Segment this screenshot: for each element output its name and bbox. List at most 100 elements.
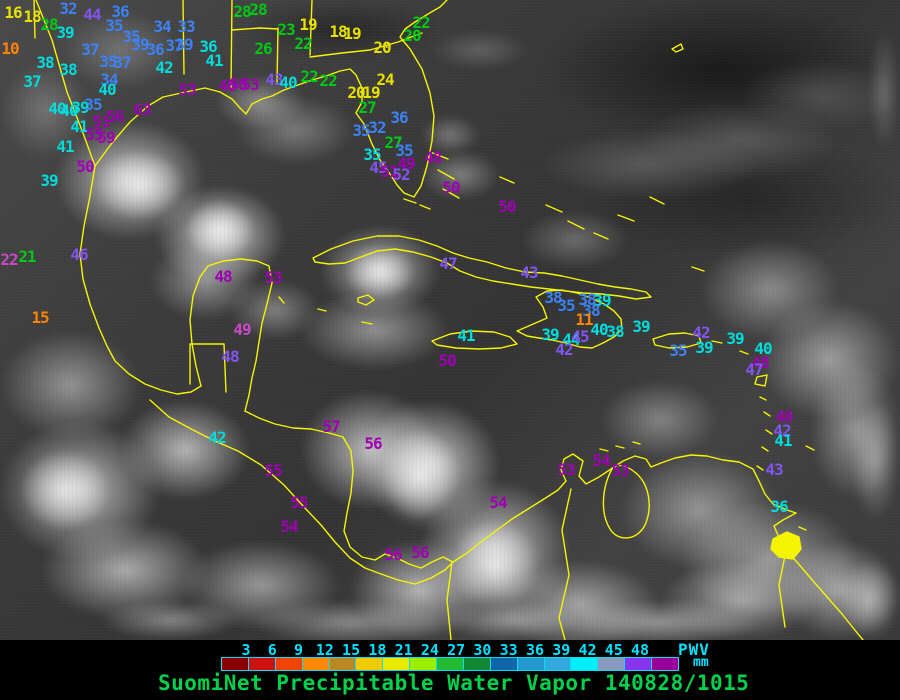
station-pwv-label: 53 — [241, 75, 259, 94]
station-pwv-label: 36 — [390, 108, 408, 127]
station-pwv-label: 28 — [40, 15, 58, 34]
cloud-blob — [430, 30, 530, 70]
colorbar-swatch — [463, 658, 490, 670]
cloud-blob — [420, 150, 500, 200]
station-pwv-label: 53 — [178, 80, 196, 99]
station-pwv-label: 16 — [4, 3, 22, 22]
station-pwv-label: 50 — [229, 75, 247, 94]
station-pwv-label: 48 — [221, 347, 239, 366]
station-pwv-label: 39 — [40, 171, 58, 190]
station-pwv-label: 22 — [0, 250, 18, 269]
station-pwv-label: 38 — [36, 53, 54, 72]
station-pwv-label: 39 — [726, 329, 744, 348]
colorbar-tick-label: 30 — [473, 641, 492, 659]
station-pwv-label: 19 — [299, 15, 317, 34]
colorbar-tick-label: 21 — [394, 641, 413, 659]
coastline-puerto-rico — [652, 332, 702, 349]
caption: SuomiNet Precipitable Water Vapor 140828… — [158, 671, 750, 695]
colorbar-tick-label: 36 — [525, 641, 544, 659]
station-pwv-label: 35 — [99, 52, 117, 71]
station-pwv-label: 23 — [277, 20, 295, 39]
colorbar-tick-label: 24 — [420, 641, 439, 659]
station-pwv-label: 57 — [322, 417, 340, 436]
cloud-blob — [810, 360, 900, 500]
station-pwv-label: 50 — [498, 197, 516, 216]
dark-cloud-free-region — [240, 0, 440, 60]
station-pwv-label: 43 — [765, 460, 783, 479]
colorbar-tick-label: 6 — [267, 641, 277, 659]
station-pwv-label: 53 — [557, 460, 575, 479]
station-pwv-label: 40 — [98, 80, 116, 99]
station-pwv-label: 18 — [23, 7, 41, 26]
station-pwv-label: 19 — [343, 24, 361, 43]
station-pwv-label: 51 — [380, 162, 398, 181]
station-pwv-label: 45 — [369, 158, 387, 177]
station-pwv-label: 36 — [111, 2, 129, 21]
station-pwv-label: 48 — [424, 148, 442, 167]
station-pwv-label: 50 — [438, 351, 456, 370]
colorbar-swatch — [652, 658, 678, 670]
colorbar-swatch — [248, 658, 275, 670]
station-pwv-label: 39 — [632, 317, 650, 336]
station-pwv-label: 15 — [31, 308, 49, 327]
station-pwv-label: 28 — [233, 2, 251, 21]
border-rio-grande — [35, 0, 96, 167]
border-belize-guatemala — [189, 343, 227, 393]
station-pwv-label: 56 — [411, 543, 429, 562]
colorbar-swatch — [222, 658, 248, 670]
station-pwv-label: 47 — [745, 360, 763, 379]
station-labels-layer: 16 18 28 39 32 44 36 35 34 33 10 37 38 38 37 35 37 34 40 35… — [0, 1, 793, 563]
station-pwv-label: 39 — [56, 23, 74, 42]
colorbar-tick-label: 48 — [631, 641, 650, 659]
cloud-blob — [20, 450, 110, 530]
dark-cloud-free-region — [600, 140, 900, 260]
colorbar-tick-label: 39 — [552, 641, 571, 659]
colorbar-swatch — [571, 658, 598, 670]
station-pwv-label: 42 — [208, 428, 226, 447]
station-pwv-label: 52 — [392, 165, 410, 184]
station-pwv-label: 20 — [347, 83, 365, 102]
station-pwv-label: 37 — [113, 53, 131, 72]
station-pwv-label: 41 — [70, 117, 88, 136]
isla-juventud — [357, 294, 375, 306]
coastline-mexico-gulf — [79, 165, 202, 395]
lesser-antilles-islands — [711, 340, 815, 531]
colorbar-tick-label: 42 — [578, 641, 597, 659]
cloud-blob — [120, 400, 250, 500]
station-pwv-label: 48 — [775, 407, 793, 426]
station-pwv-label: 46 — [70, 245, 88, 264]
station-pwv-label: 27 — [384, 133, 402, 152]
station-pwv-label: 42 — [555, 340, 573, 359]
station-pwv-label: 49 — [233, 320, 251, 339]
station-pwv-label: 53 — [264, 268, 282, 287]
satellite-image: 16 18 28 39 32 44 36 35 34 33 10 37 38 38 37 35 37 34 40 35… — [0, 0, 900, 640]
station-pwv-label: 35 — [395, 141, 413, 160]
station-pwv-label: 53 — [611, 461, 629, 480]
station-pwv-label: 56 — [106, 107, 124, 126]
cloud-blob — [850, 400, 900, 520]
station-pwv-label: 54 — [489, 493, 507, 512]
cayman-islands — [278, 296, 373, 325]
station-pwv-label: 49 — [397, 154, 415, 173]
coastline-honduras-panama — [244, 410, 454, 569]
station-pwv-label: 26 — [254, 39, 272, 58]
station-pwv-label: 37 — [81, 40, 99, 59]
station-pwv-label: 48 — [751, 353, 769, 372]
colorbar-swatch — [302, 658, 329, 670]
coastline-jamaica — [431, 330, 518, 350]
colorbar-swatch — [383, 658, 410, 670]
pwv-colorbar — [221, 657, 679, 671]
station-pwv-label: 54 — [280, 517, 298, 536]
colorbar-swatch — [598, 658, 625, 670]
station-pwv-label: 39 — [695, 338, 713, 357]
colorbar-tick-label: 3 — [241, 641, 251, 659]
station-pwv-label: 40 — [48, 99, 66, 118]
cloud-blob — [520, 210, 630, 270]
image-grain-texture — [0, 0, 900, 640]
station-pwv-label: 38 — [606, 322, 624, 341]
station-pwv-label: 41 — [774, 431, 792, 450]
cloud-blob — [540, 130, 760, 200]
colorbar-swatch — [517, 658, 544, 670]
station-pwv-label: 54 — [592, 451, 610, 470]
